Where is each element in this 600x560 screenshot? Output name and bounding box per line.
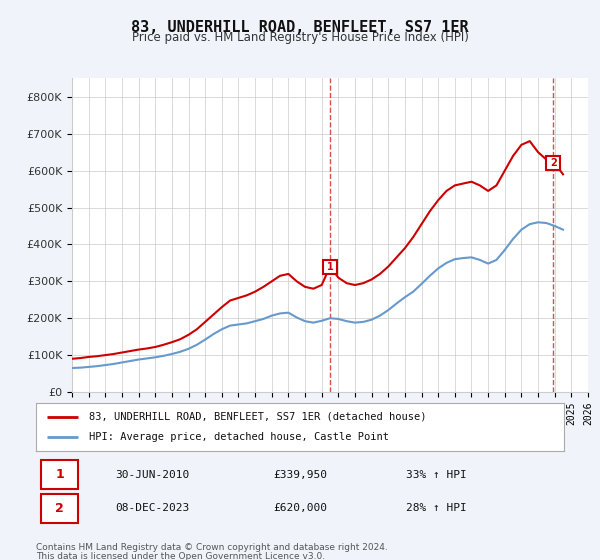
Text: 30-JUN-2010: 30-JUN-2010 xyxy=(115,470,190,479)
FancyBboxPatch shape xyxy=(41,460,78,489)
Text: 08-DEC-2023: 08-DEC-2023 xyxy=(115,503,190,513)
Text: 28% ↑ HPI: 28% ↑ HPI xyxy=(406,503,466,513)
Text: £339,950: £339,950 xyxy=(274,470,328,479)
Text: 83, UNDERHILL ROAD, BENFLEET, SS7 1ER: 83, UNDERHILL ROAD, BENFLEET, SS7 1ER xyxy=(131,20,469,35)
Text: Contains HM Land Registry data © Crown copyright and database right 2024.: Contains HM Land Registry data © Crown c… xyxy=(36,543,388,552)
Text: 2: 2 xyxy=(550,158,557,168)
Text: 1: 1 xyxy=(326,262,334,272)
Text: This data is licensed under the Open Government Licence v3.0.: This data is licensed under the Open Gov… xyxy=(36,552,325,560)
Text: Price paid vs. HM Land Registry's House Price Index (HPI): Price paid vs. HM Land Registry's House … xyxy=(131,31,469,44)
Text: 2: 2 xyxy=(55,502,64,515)
Text: 83, UNDERHILL ROAD, BENFLEET, SS7 1ER (detached house): 83, UNDERHILL ROAD, BENFLEET, SS7 1ER (d… xyxy=(89,412,426,422)
Text: £620,000: £620,000 xyxy=(274,503,328,513)
Text: HPI: Average price, detached house, Castle Point: HPI: Average price, detached house, Cast… xyxy=(89,432,389,442)
Text: 33% ↑ HPI: 33% ↑ HPI xyxy=(406,470,466,479)
FancyBboxPatch shape xyxy=(41,493,78,523)
Text: 1: 1 xyxy=(55,468,64,481)
